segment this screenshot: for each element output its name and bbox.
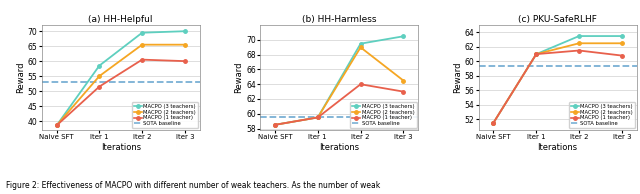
Y-axis label: Reward: Reward bbox=[234, 62, 243, 93]
Legend: MACPO (3 teachers), MACPO (2 teachers), MACPO (1 teacher), SOTA baseline: MACPO (3 teachers), MACPO (2 teachers), … bbox=[350, 102, 417, 128]
Legend: MACPO (3 teachers), MACPO (2 teachers), MACPO (1 teacher), SOTA baseline: MACPO (3 teachers), MACPO (2 teachers), … bbox=[132, 102, 198, 128]
Text: Figure 2: Effectiveness of MACPO with different number of weak teachers. As the : Figure 2: Effectiveness of MACPO with di… bbox=[6, 181, 381, 190]
Title: (c) PKU-SafeRLHF: (c) PKU-SafeRLHF bbox=[518, 16, 597, 24]
Title: (a) HH-Helpful: (a) HH-Helpful bbox=[88, 16, 153, 24]
Y-axis label: Reward: Reward bbox=[453, 62, 462, 93]
X-axis label: Iterations: Iterations bbox=[538, 143, 578, 152]
X-axis label: Iterations: Iterations bbox=[319, 143, 359, 152]
X-axis label: Iterations: Iterations bbox=[100, 143, 141, 152]
Legend: MACPO (3 teachers), MACPO (2 teachers), MACPO (1 teacher), SOTA baseline: MACPO (3 teachers), MACPO (2 teachers), … bbox=[569, 102, 636, 128]
Title: (b) HH-Harmless: (b) HH-Harmless bbox=[302, 16, 376, 24]
Y-axis label: Reward: Reward bbox=[16, 62, 25, 93]
